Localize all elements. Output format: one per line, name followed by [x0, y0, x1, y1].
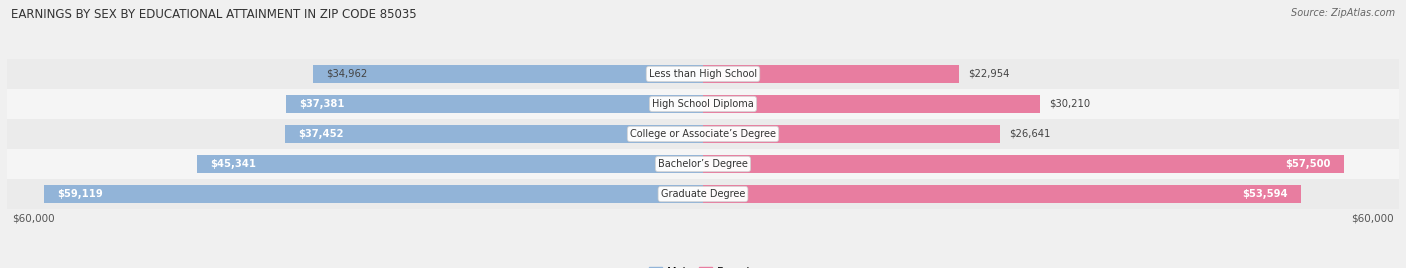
Text: $57,500: $57,500 — [1285, 159, 1331, 169]
Bar — [44, 185, 703, 203]
Bar — [7, 149, 1399, 179]
Text: Less than High School: Less than High School — [650, 69, 756, 79]
Text: $59,119: $59,119 — [58, 189, 103, 199]
Bar — [703, 185, 1301, 203]
Text: $34,962: $34,962 — [326, 69, 368, 79]
Text: $26,641: $26,641 — [1010, 129, 1050, 139]
Bar — [7, 59, 1399, 89]
Text: $22,954: $22,954 — [967, 69, 1010, 79]
Text: Graduate Degree: Graduate Degree — [661, 189, 745, 199]
Bar — [314, 65, 703, 83]
Text: College or Associate’s Degree: College or Associate’s Degree — [630, 129, 776, 139]
Bar — [7, 119, 1399, 149]
Bar — [285, 95, 703, 113]
Bar — [703, 65, 959, 83]
Text: EARNINGS BY SEX BY EDUCATIONAL ATTAINMENT IN ZIP CODE 85035: EARNINGS BY SEX BY EDUCATIONAL ATTAINMEN… — [11, 8, 416, 21]
Text: $37,452: $37,452 — [298, 129, 344, 139]
Text: Source: ZipAtlas.com: Source: ZipAtlas.com — [1291, 8, 1395, 18]
Bar — [7, 89, 1399, 119]
Text: $37,381: $37,381 — [299, 99, 344, 109]
Bar — [7, 179, 1399, 209]
Text: $53,594: $53,594 — [1241, 189, 1288, 199]
Bar — [703, 125, 1000, 143]
Text: Bachelor’s Degree: Bachelor’s Degree — [658, 159, 748, 169]
Legend: Male, Female: Male, Female — [644, 262, 762, 268]
Text: High School Diploma: High School Diploma — [652, 99, 754, 109]
Text: $45,341: $45,341 — [211, 159, 257, 169]
Bar — [285, 125, 703, 143]
Bar — [197, 155, 703, 173]
Bar — [703, 155, 1344, 173]
Bar — [703, 95, 1040, 113]
Text: $30,210: $30,210 — [1049, 99, 1090, 109]
